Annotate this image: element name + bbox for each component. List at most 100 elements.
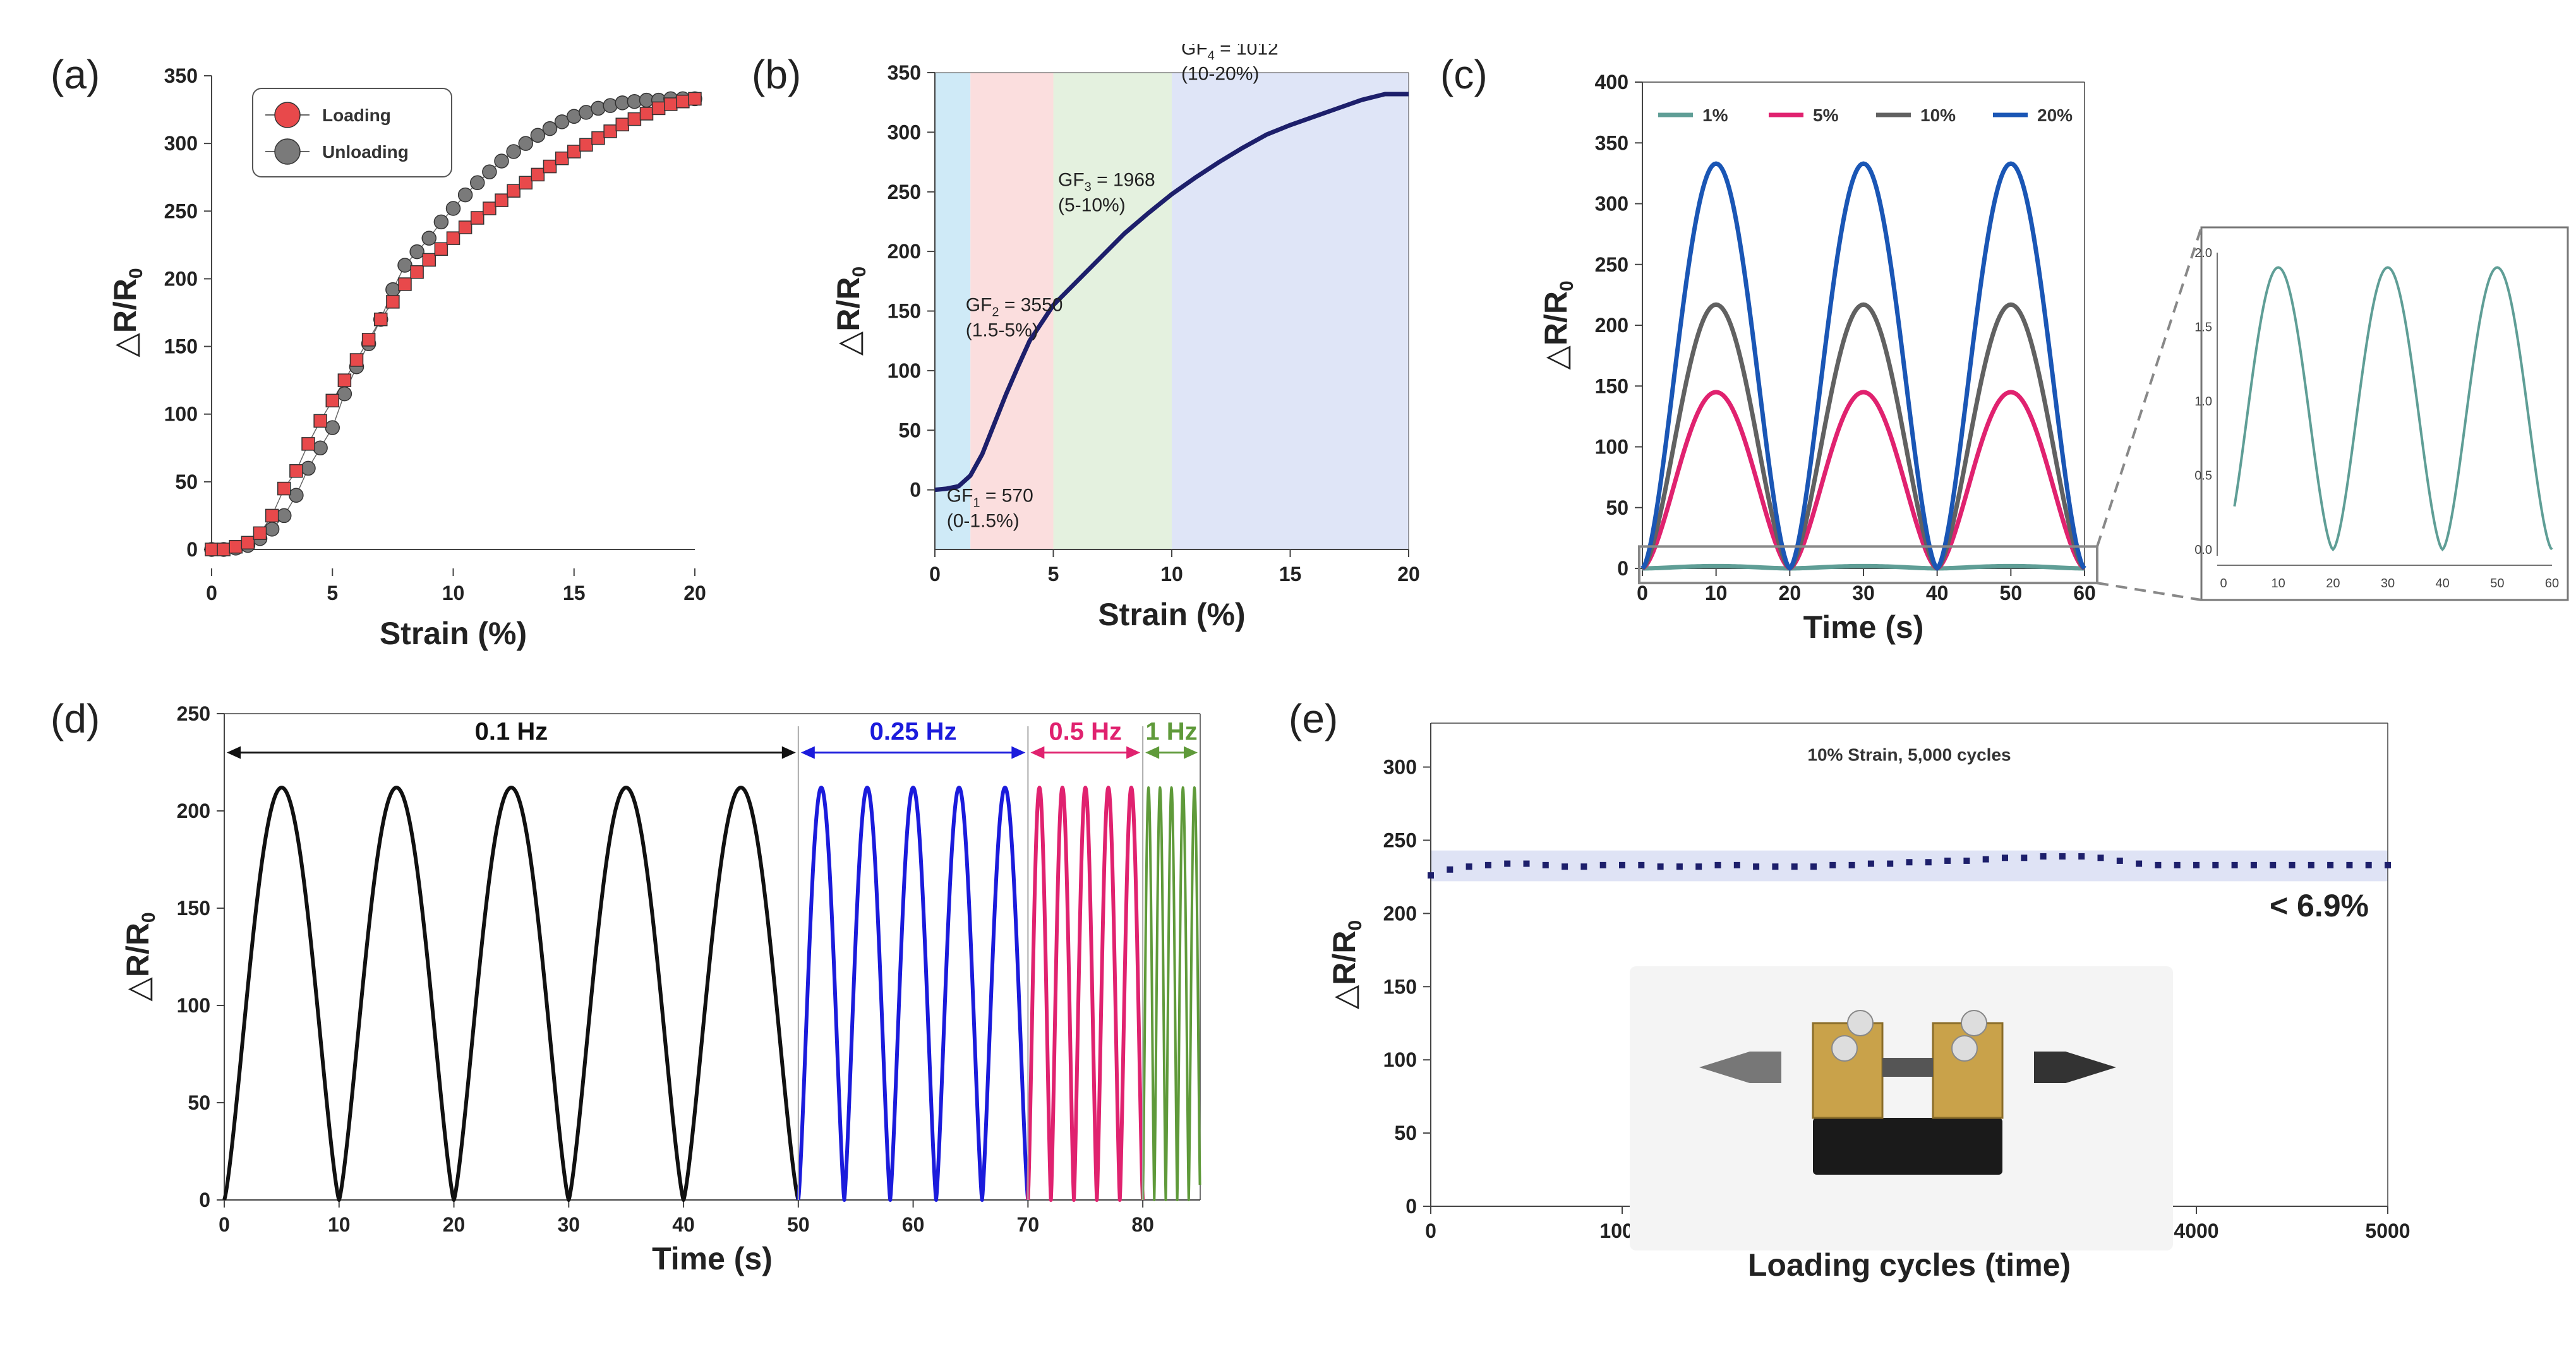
- data-point: [1772, 863, 1779, 870]
- data-point: [2250, 861, 2257, 868]
- data-point-loading: [205, 543, 219, 556]
- photo-background: [1630, 966, 2173, 1250]
- x-axis-label: Strain (%): [1098, 597, 1245, 632]
- data-point: [1963, 857, 1970, 864]
- y-tick-label: 100: [1595, 436, 1628, 459]
- inset-x-tick-label: 0: [2220, 577, 2227, 591]
- y-tick-label: 350: [888, 61, 921, 84]
- data-point-unloading: [325, 420, 340, 435]
- data-point-loading: [349, 353, 364, 367]
- x-tick-label: 4000: [2174, 1220, 2218, 1242]
- data-point-loading: [639, 107, 654, 121]
- y-tick-label: 100: [177, 994, 210, 1017]
- device-base: [1813, 1118, 2002, 1175]
- chart-e: 010002000300040005000050100150200250300L…: [1289, 696, 2410, 1283]
- strain-response-line: [934, 92, 1409, 493]
- legend-label-20pct: 20%: [2037, 105, 2073, 125]
- left-arrow-icon: [1699, 1052, 1781, 1083]
- y-tick-label: 350: [1595, 131, 1628, 154]
- segment-arrowhead-left: [1030, 746, 1045, 759]
- data-point: [2040, 853, 2047, 860]
- data-point-unloading: [277, 508, 292, 524]
- data-point: [2365, 861, 2372, 868]
- data-point-unloading: [385, 282, 400, 297]
- chart-title: 10% Strain, 5,000 cycles: [1807, 745, 2011, 765]
- data-point: [1619, 861, 1625, 868]
- data-point-unloading: [518, 136, 533, 151]
- y-tick-label: 150: [1383, 975, 1417, 998]
- y-axis-label: △R/R0: [831, 267, 870, 356]
- data-point-unloading: [470, 175, 485, 191]
- data-point: [2231, 861, 2238, 868]
- data-point-loading: [253, 526, 267, 541]
- y-tick-label: 300: [888, 121, 921, 143]
- data-point: [1428, 872, 1434, 879]
- y-tick-label: 200: [164, 267, 198, 290]
- data-point-loading: [483, 201, 497, 215]
- zoom-connector-bottom: [2097, 582, 2202, 601]
- y-tick-label: 50: [188, 1091, 210, 1114]
- inset-trace-1pct: [2233, 266, 2553, 552]
- y-axis-label: △R/R0: [120, 912, 159, 1001]
- x-tick-label: 0: [206, 582, 217, 604]
- x-tick-label: 30: [1852, 582, 1875, 604]
- x-tick-label: 0: [929, 563, 941, 585]
- clamp-screw: [1961, 1010, 1987, 1036]
- x-axis-label: Strain (%): [380, 616, 527, 651]
- panel-label: (e): [1289, 696, 1338, 741]
- data-point-unloading: [494, 153, 509, 169]
- data-point: [1848, 861, 1855, 868]
- data-point-loading: [265, 508, 279, 523]
- y-tick-label: 250: [1383, 829, 1417, 851]
- data-point-loading: [507, 184, 521, 198]
- y-tick-label: 50: [898, 419, 921, 441]
- x-tick-label: 70: [1017, 1213, 1040, 1236]
- y-tick-label: 250: [177, 702, 210, 725]
- trace-0_25-Hz: [796, 786, 1030, 1202]
- data-point: [1695, 863, 1702, 870]
- data-point-loading: [277, 481, 291, 496]
- data-point: [1562, 863, 1568, 870]
- y-tick-label: 0: [1405, 1195, 1417, 1218]
- data-point-unloading: [554, 114, 570, 129]
- data-point-unloading: [264, 522, 280, 537]
- data-point-loading: [422, 253, 436, 267]
- gauge-factor-label-1: GF1 = 570: [947, 486, 1033, 510]
- segment-label: 1 Hz: [1145, 718, 1197, 746]
- data-point: [2385, 861, 2391, 868]
- chart-d: 0 10 20 30 40 50 60 70 80 0 50 100 150 200 250 Time (s)…: [51, 696, 1201, 1276]
- data-point-unloading: [289, 488, 304, 503]
- trace-5pct: [1641, 390, 2086, 571]
- strain-region-1: [935, 73, 971, 549]
- data-point: [1484, 861, 1491, 868]
- data-point: [1447, 866, 1454, 873]
- data-point: [1523, 860, 1530, 867]
- x-tick-label: 15: [1279, 563, 1302, 585]
- x-axis-label: Loading cycles (time): [1748, 1247, 2071, 1283]
- x-tick-label: 10: [328, 1213, 351, 1236]
- data-point: [2021, 854, 2028, 861]
- panel-label: (d): [51, 696, 100, 741]
- inset-x-tick-label: 40: [2436, 577, 2450, 591]
- data-point-loading: [688, 92, 702, 106]
- clamp-screw: [1847, 1010, 1874, 1036]
- x-axis-label: Time (s): [1803, 609, 1924, 645]
- y-tick-label: 100: [888, 359, 921, 382]
- x-tick-label: 40: [672, 1213, 695, 1236]
- legend-label-1pct: 1%: [1702, 105, 1728, 125]
- data-point-unloading: [433, 214, 449, 230]
- x-tick-label: 10: [1705, 582, 1728, 604]
- y-tick-label: 0: [1617, 557, 1628, 580]
- data-point: [2097, 854, 2104, 861]
- y-tick-label: 200: [1383, 902, 1417, 925]
- data-point-loading: [361, 333, 376, 347]
- trace-10pct: [1640, 302, 2086, 571]
- data-point-unloading: [603, 98, 618, 113]
- y-tick-label: 0: [199, 1189, 210, 1211]
- data-point: [1676, 863, 1683, 870]
- data-point-unloading: [409, 244, 424, 260]
- x-tick-label: 50: [2000, 582, 2023, 604]
- tolerance-band: [1431, 850, 2388, 882]
- legend-label-unloading: Unloading: [322, 142, 409, 162]
